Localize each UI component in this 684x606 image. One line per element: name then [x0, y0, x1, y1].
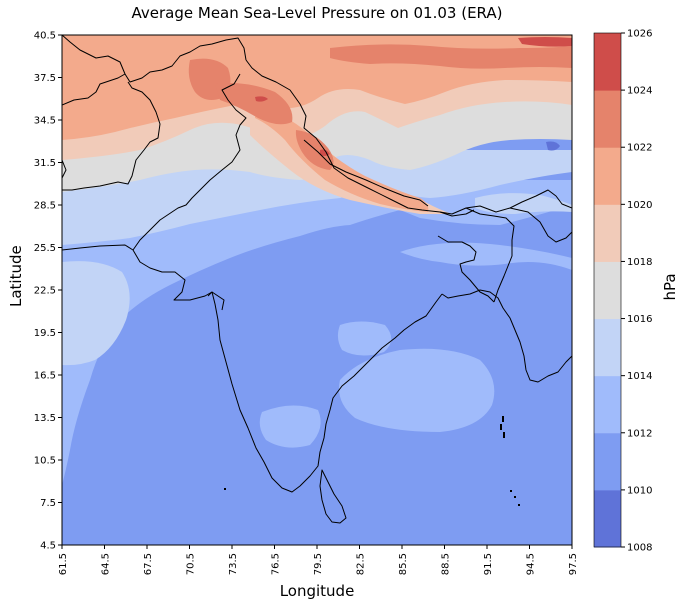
x-tick-label: 97.5 [568, 553, 579, 575]
contour-1012-1014 [339, 348, 495, 432]
colorbar-frame [593, 32, 622, 548]
colorbar-ticks: 1008 1010 1012 1014 1016 1018 1020 1022 1024 1026 [621, 29, 652, 554]
border-pakistan-iran [62, 81, 161, 191]
border-nepal-india [303, 139, 429, 207]
sri-lanka [319, 469, 347, 524]
x-tick-label: 76.5 [271, 553, 282, 575]
colorbar [593, 32, 622, 548]
colorbar-tick-label: 1012 [627, 428, 652, 439]
colorbar-segment [594, 318, 621, 377]
coastline-west [62, 244, 443, 493]
coastline-bengal [441, 289, 572, 383]
coastlines [62, 244, 572, 524]
contour-1022-1024 [295, 130, 334, 170]
chart-title: Average Mean Sea-Level Pressure on 01.03… [131, 4, 503, 22]
contour-1012-1014 [259, 405, 321, 448]
y-tick-label: 31.5 [34, 158, 56, 169]
colorbar-tick-label: 1010 [627, 485, 652, 496]
x-tick-label: 88.5 [441, 553, 452, 575]
colorbar-segment [594, 90, 621, 148]
border-india-china [245, 59, 572, 215]
contour-1014-1016 [62, 150, 572, 245]
country-borders [62, 35, 572, 303]
y-tick-label: 25.5 [34, 243, 56, 254]
coastline-gujarat [207, 291, 225, 311]
andaman-islands [500, 424, 502, 430]
x-tick-label: 85.5 [398, 553, 409, 575]
y-tick-label: 4.5 [40, 541, 56, 552]
nicobar-islands [514, 496, 516, 498]
contour-1014-1016 [475, 193, 572, 214]
x-tick-label: 61.5 [58, 553, 69, 575]
border-myanmar-india [465, 207, 515, 303]
contour-1012-1014 [400, 242, 572, 270]
y-tick-label: 34.5 [34, 116, 56, 127]
contour-1012-1014 [337, 321, 392, 356]
border-pakistan-india [132, 73, 247, 251]
border-myanmar-china [509, 207, 572, 243]
x-tick-label: 67.5 [143, 553, 154, 575]
y-tick-label: 22.5 [34, 286, 56, 297]
y-tick-label: 37.5 [34, 73, 56, 84]
x-tick-label: 94.5 [526, 553, 537, 575]
y-tick-label: 13.5 [34, 413, 56, 424]
border-west-india [62, 159, 67, 179]
colorbar-tick-label: 1024 [627, 86, 652, 97]
x-tick-label: 79.5 [313, 553, 324, 575]
colorbar-tick-label: 1008 [627, 543, 652, 554]
nicobar-islands [518, 504, 520, 506]
y-axis-ticks: 4.5 7.5 10.5 13.5 16.5 19.5 22.5 25.5 28.5 31.5 34… [34, 31, 62, 552]
pressure-field [62, 35, 572, 545]
colorbar-tick-label: 1026 [627, 29, 652, 40]
colorbar-segment [594, 489, 621, 548]
x-tick-label: 73.5 [228, 553, 239, 575]
colorbar-segment [594, 261, 621, 320]
x-axis-ticks: 61.5 64.5 67.5 70.5 73.5 76.5 79.5 82.5 85.5 88.5… [58, 545, 579, 575]
colorbar-segment [594, 33, 621, 91]
y-tick-label: 7.5 [40, 498, 56, 509]
colorbar-segment [594, 432, 621, 491]
x-tick-label: 64.5 [101, 553, 112, 575]
contour-1022-1024 [330, 44, 572, 69]
contour-1008-1010 [546, 141, 560, 151]
contour-1024-1026 [255, 96, 268, 102]
y-tick-label: 10.5 [34, 456, 56, 467]
x-tick-label: 70.5 [186, 553, 197, 575]
colorbar-tick-label: 1020 [627, 200, 652, 211]
y-tick-label: 16.5 [34, 371, 56, 382]
islands [224, 416, 520, 506]
lakshadweep [224, 488, 226, 490]
colorbar-tick-label: 1014 [627, 371, 652, 382]
contour-1022-1024 [215, 83, 293, 125]
colorbar-tick-label: 1022 [627, 143, 652, 154]
x-tick-label: 91.5 [483, 553, 494, 575]
border-bangladesh [437, 235, 495, 303]
andaman-islands [503, 432, 505, 438]
y-tick-label: 28.5 [34, 201, 56, 212]
x-axis-label: Longitude [279, 582, 355, 600]
x-tick-label: 82.5 [356, 553, 367, 575]
contour-1024-1026 [518, 37, 572, 47]
border-iran [62, 73, 126, 106]
colorbar-segment [594, 147, 621, 205]
colorbar-segment [594, 204, 621, 262]
border-bhutan [439, 209, 475, 217]
contour-1012-1014 [62, 180, 572, 485]
andaman-islands [502, 416, 504, 422]
colorbar-tick-label: 1016 [627, 314, 652, 325]
contour-1014-1016 [62, 261, 130, 366]
border-afghanistan [62, 35, 247, 83]
y-tick-label: 19.5 [34, 328, 56, 339]
colorbar-label: hPa [661, 273, 679, 301]
y-tick-label: 40.5 [34, 31, 56, 42]
colorbar-segment [594, 375, 621, 434]
y-axis-label: Latitude [7, 245, 25, 307]
nicobar-islands [510, 490, 512, 492]
colorbar-tick-label: 1018 [627, 257, 652, 268]
